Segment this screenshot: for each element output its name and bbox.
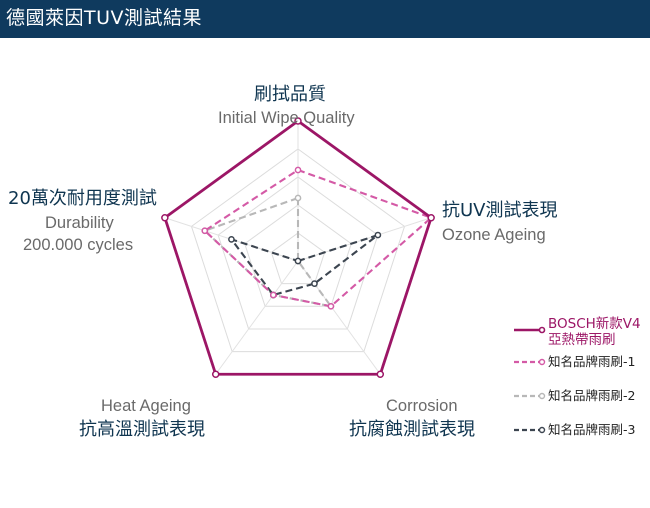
- series-0-point-2: [376, 370, 385, 379]
- legend-label-brand-1: 知名品牌雨刷-1: [548, 354, 636, 369]
- series-3-point-1: [374, 231, 382, 239]
- axis-label-heat-en: Heat Ageing: [101, 397, 191, 415]
- series-0-point-1: [427, 213, 435, 222]
- series-1-point-0: [294, 166, 302, 174]
- series-0-point-4: [161, 213, 169, 222]
- series-line-1: [203, 168, 433, 308]
- axis-label-uv-zh: 抗UV測試表現: [442, 200, 558, 221]
- axis-label-corrosion-en: Corrosion: [386, 397, 458, 415]
- legend-swatch-brand-2: [514, 392, 546, 400]
- axis-label-uv-en: Ozone Ageing: [442, 226, 546, 244]
- axis-label-corrosion-zh: 抗腐蝕測試表現: [349, 419, 475, 440]
- axis-spoke-2: [297, 260, 381, 375]
- series-line-0: [163, 119, 433, 376]
- series-1-point-4: [201, 227, 209, 235]
- grid-ring-2: [244, 204, 352, 307]
- series-2-point-0: [294, 194, 302, 202]
- legend-item-brand-1: 知名品牌雨刷-1: [512, 354, 650, 374]
- header-bar: 德國萊因TUV測試結果: [0, 0, 650, 38]
- series-1-point-2: [327, 302, 335, 310]
- grid-ring-3: [217, 176, 379, 330]
- series-3-point-4: [228, 236, 235, 243]
- series-1-point-3: [269, 291, 277, 299]
- axis-spoke-3: [215, 260, 299, 375]
- grid-ring-4: [190, 148, 406, 353]
- legend-label-brand-3: 知名品牌雨刷-3: [548, 422, 636, 437]
- axis-label-durability-en: Durability: [45, 214, 114, 232]
- axis-label-heat-zh: 抗高溫測試表現: [79, 419, 205, 440]
- radar-chart: [161, 117, 435, 379]
- page-title: 德國萊因TUV測試結果: [6, 7, 203, 29]
- legend-label-bosch-line1: BOSCH新款V4: [548, 316, 641, 332]
- axis-label-durability-en2: 200.000 cycles: [23, 236, 134, 254]
- legend-label-brand-2: 知名品牌雨刷-2: [548, 388, 636, 403]
- series-3-point-0: [294, 257, 302, 265]
- series-line-3: [230, 233, 379, 297]
- legend-item-bosch: BOSCH新款V4 亞熱帶雨刷: [512, 314, 650, 348]
- series-3-point-2: [311, 280, 318, 288]
- axis-label-wipe-zh: 刷拭品質: [254, 84, 326, 105]
- series-0-point-3: [211, 370, 220, 379]
- legend-swatch-brand-3: [514, 426, 546, 434]
- legend-item-brand-2: 知名品牌雨刷-2: [512, 388, 650, 408]
- legend-swatch-brand-1: [514, 358, 546, 366]
- series-0-point-0: [294, 117, 302, 125]
- legend-item-brand-3: 知名品牌雨刷-3: [512, 422, 650, 442]
- legend-swatch-bosch: [514, 326, 546, 334]
- axis-label-wipe-en: Initial Wipe Quality: [218, 109, 355, 127]
- axis-label-durability-zh: 20萬次耐用度測試: [8, 188, 157, 209]
- series-line-2: [203, 196, 332, 308]
- legend-label-bosch-line2: 亞熱帶雨刷: [548, 332, 616, 348]
- grid-ring-1: [270, 232, 326, 285]
